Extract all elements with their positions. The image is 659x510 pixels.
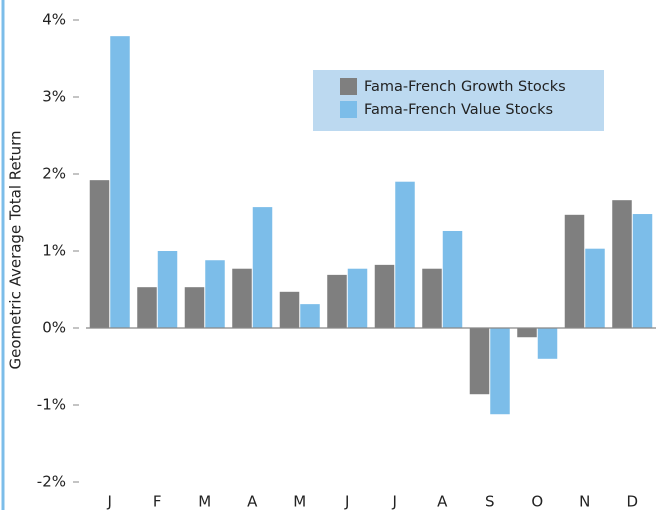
- x-tick-label: A: [437, 493, 448, 510]
- bar: [422, 268, 442, 328]
- y-tick-label: 2%: [42, 165, 66, 183]
- bar: [279, 291, 300, 328]
- y-tick-label: 0%: [42, 319, 66, 337]
- x-tick-label: M: [198, 493, 211, 510]
- x-tick-label: M: [293, 493, 306, 510]
- bar: [137, 287, 157, 328]
- bar: [612, 200, 632, 328]
- legend-label: Fama-French Growth Stocks: [364, 79, 566, 95]
- bar: [517, 328, 537, 338]
- bar: [327, 274, 347, 328]
- x-tick-label: O: [531, 493, 543, 510]
- x-tick-label: J: [344, 493, 349, 510]
- bar: [395, 181, 415, 328]
- y-tick-label: -1%: [37, 396, 66, 414]
- y-tick-label: -2%: [37, 473, 66, 491]
- y-tick-label: 4%: [42, 11, 66, 29]
- legend: Fama-French Growth Stocks Fama-French Val…: [313, 70, 604, 131]
- bar: [374, 264, 395, 328]
- x-tick-label: A: [247, 493, 258, 510]
- legend-swatch: [340, 78, 357, 95]
- x-tick-label: D: [626, 493, 638, 510]
- x-tick-label: N: [579, 493, 590, 510]
- bar: [537, 328, 558, 359]
- legend-swatch: [340, 101, 357, 118]
- x-tick-label: F: [153, 493, 162, 510]
- x-tick-label: J: [392, 493, 397, 510]
- y-tick-label: 3%: [42, 88, 66, 106]
- bar: [300, 304, 320, 328]
- bar: [252, 207, 273, 328]
- bar: [442, 230, 463, 328]
- bar: [110, 36, 130, 329]
- bar: [157, 251, 178, 328]
- bar: [564, 214, 585, 328]
- bar: [632, 214, 653, 328]
- bar: [347, 268, 368, 328]
- x-tick-label: S: [485, 493, 495, 510]
- legend-label: Fama-French Value Stocks: [364, 102, 553, 118]
- y-axis-label: Geometric Average Total Return: [7, 130, 25, 369]
- bar: [232, 268, 252, 328]
- bar: [89, 180, 110, 328]
- bar: [585, 248, 605, 328]
- x-tick-label: J: [107, 493, 112, 510]
- y-tick-label: 1%: [42, 242, 66, 260]
- bar: [490, 328, 510, 415]
- bar: [469, 328, 490, 395]
- bar: [184, 287, 205, 328]
- legend-box: [313, 70, 604, 131]
- bar: [205, 260, 225, 328]
